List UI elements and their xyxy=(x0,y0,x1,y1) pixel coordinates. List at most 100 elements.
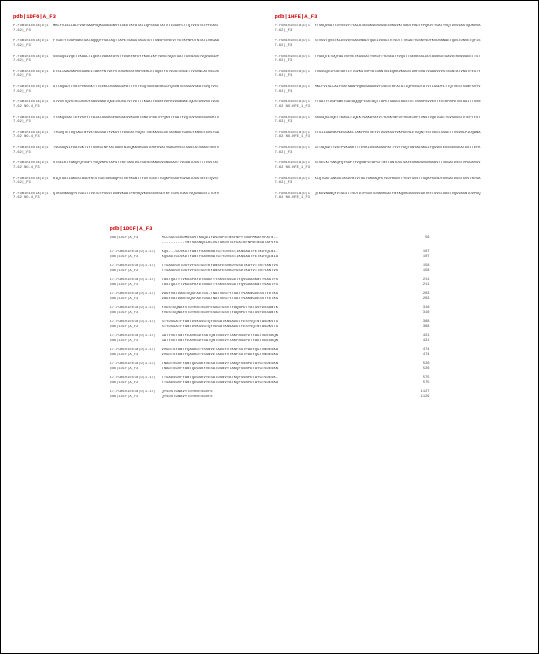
alignment-position: 474 xyxy=(412,353,430,357)
alignment-row: 17.ruminicola|D|1-17|GATYVDTSNTFEAVKGDYS… xyxy=(110,334,430,338)
alignment-sequence: YVDSTGQNAYVTDYKNTSGVFESADTGSVTYAQNPDTYAT… xyxy=(162,311,408,315)
alignment-label: 17.ruminicola|D|1-17| xyxy=(110,292,158,296)
sequence-label: P.ruminicola|D|17-62 NO-4_F3 xyxy=(13,100,49,109)
alignment-row: pdb|1DCF|A_F3 TASTQATYTVKGSPAYDTNSAFTYSKV… xyxy=(110,283,430,287)
alignment-label: 17.ruminicola|D|1-17| xyxy=(110,250,158,254)
sequence-text: SSSGQSIVQETTKAGLTIQEKTVAKAYAYVTYDSKYNFDY… xyxy=(53,55,265,64)
alignment-row: pdb|1DCF|A_F3 QYVDSTGNAVYTDYKNTSGVFE 1129 xyxy=(110,395,430,399)
sequence-block: P.ruminicola|D|17-62|_F3FTGATYTDGPSWSTGA… xyxy=(13,39,265,48)
alignment-row: 17.ruminicola|D|1-17|KQS---GCVKDTYANTFSA… xyxy=(110,250,430,254)
alignment-sequence: MCCSGCGCRDMSSGVTKAQDIYAVDGPSTNSFNPYTNSPM… xyxy=(162,236,408,240)
alignment-position: 421 xyxy=(412,334,430,338)
sequence-block: P.ruminicola|D|17-62|_F3STVGVTQVSTKLDSVD… xyxy=(275,39,527,48)
alignment-position: 158 xyxy=(412,269,430,273)
sequence-label: P.ruminicola|D|17-62|_F3 xyxy=(275,177,311,186)
sequence-text: MKLFVISLLALFVAFSAAPVQKGSAGGNVYISEDTKFATA… xyxy=(53,24,265,33)
sequence-label: P.ruminicola|D|17-62|_F3 xyxy=(275,146,311,155)
alignment-label: pdb|1DCF|A_F3 xyxy=(110,311,158,315)
alignment-label: pdb|1DCF|A_F3 xyxy=(110,395,158,399)
alignment-row: pdb|1DCF|A_F3TNADTSGVFYANTQDGSKYVESATDGN… xyxy=(110,367,430,371)
alignment-position: 316 xyxy=(412,306,430,310)
alignment-label: pdb|1DCF|A_F3 xyxy=(110,339,158,343)
alignment-sequence: STYDSGATFYANTDVKSSGTQYVDGATKNSADGTFESYVQ… xyxy=(162,320,408,324)
alignment-position: 474 xyxy=(412,348,430,352)
alignment-sequence: TASTQATYTVKGSPAYDTNSAFTYSKVESSGDTYQVGDAS… xyxy=(162,283,408,287)
alignment-group: 17.ruminicola|D|1-17|STYDSGATFYANTDVKSSG… xyxy=(110,320,430,329)
alignment-label: 17.ruminicola|D|1-17| xyxy=(110,376,158,380)
sequence-label: P.ruminicola|D|17-62 NO-4_F3 xyxy=(13,161,49,170)
alignment-row: 17.ruminicola|D|1-17| TTGASDGVTDGYVFSSTGD… xyxy=(110,264,430,268)
alignment-row: 17.ruminicola|D|1-17|STYDSGATFYANTDVKSSG… xyxy=(110,320,430,324)
sequence-block: P.ruminicola|D|17-62|_F3KIQTGATIAKGSTASD… xyxy=(275,177,527,186)
sequence-text: SSSGQSIVQETTKAGLTIQEKTVAKAYAYVTYDSKYNFDY… xyxy=(315,116,527,125)
alignment-position: 368 xyxy=(412,325,430,329)
bottom-panel: pdb|1DCF|A_F3 pdb|1DCF|A_F3 MCCSGCGCRDMSS… xyxy=(110,225,430,404)
alignment-group: 17.ruminicola|D|1-17| QYVDSTGNAVYTDYKNTSG… xyxy=(110,390,430,399)
alignment-row: pdb|1DCF|A_F3 GATYVDTSNTFEAVKGDYSATQNTDGS… xyxy=(110,339,430,343)
alignment-position: 575 xyxy=(412,376,430,380)
sequence-block: P.ruminicola|D|17-62 NO-HFE_1_F3QTKGVNAN… xyxy=(275,192,527,201)
sequence-block: P.ruminicola|D|17-62|_F3MKLFVISLLALFVAFS… xyxy=(275,85,527,94)
right-panel-blocks: P.ruminicola|D|17-62|_F3YTSKQVSATTDYVSVY… xyxy=(275,24,527,201)
sequence-text: TVGSGQVIFDATGKTIYTGVKGTNPYATDANTNIEQKKVK… xyxy=(315,70,527,79)
sequence-block: P.ruminicola|D|17-62|_F3 MKLFVISLLALFVAFS… xyxy=(13,24,265,33)
alignment-label: 17.ruminicola|D|1-17| xyxy=(110,348,158,352)
alignment-sequence: TNADTSGVFYANTQDGSKYVESATDGNVYTAKQFSSNPDT… xyxy=(162,367,408,371)
alignment-row: pdb|1DCF|A_F3KQSADTGCVKDTYANTFSAVKNATGTY… xyxy=(110,255,430,259)
alignment-label: pdb|1DCF|A_F3 xyxy=(110,297,158,301)
sequence-block: P.ruminicola|D|17-62 NO-4_F3TYGDQTETDQYA… xyxy=(13,131,265,140)
sequence-block: P.ruminicola|D|17-62|_F3 GTTAQGDTTVATPVKG… xyxy=(275,146,527,155)
alignment-sequence: TTGASDGVTDGYVFSSTGDTKYANSFESVKDYGSDTKAYV… xyxy=(162,264,408,268)
alignment-label: pdb|1DCF|A_F3 xyxy=(110,283,158,287)
sequence-block: P.ruminicola|D|17-62|_F3TVGSGQVIFDATGKTI… xyxy=(13,146,265,155)
alignment-position: 158 xyxy=(412,264,430,268)
sequence-text: STSELKTYAKQFQYSGPTYVQVNPDTAPGTTNYTANTDGT… xyxy=(315,161,527,170)
alignment-groups: pdb|1DCF|A_F3 MCCSGCGCRDMSSGVTKAQDIYAVDGP… xyxy=(110,236,430,399)
alignment-label: pdb|1DCF|A_F3 xyxy=(110,381,158,385)
alignment-sequence: TASTQATYTVKGSPAYDTNSAFTYSKVESSGDTYQVGDAS… xyxy=(162,278,408,282)
alignment-row: 17.ruminicola|D|1-17|VAGYVATDANTGQSFADTG… xyxy=(110,292,430,296)
sequence-label: P.ruminicola|D|17-62|_F3 xyxy=(275,85,311,94)
sequence-text: GTTAQGDTTVATPVKGSKTTTEVKLDSSKGGGPATTYVTY… xyxy=(315,146,527,155)
alignment-position: 421 xyxy=(412,339,430,343)
sequence-label: P.ruminicola|D|17-62|_F3 xyxy=(275,24,311,33)
alignment-row: 17.ruminicola|D|1-17|QYVDSTGNAVYTDYKNTSG… xyxy=(110,390,430,394)
alignment-group: 17.ruminicola|D|1-17|KQS---GCVKDTYANTFSA… xyxy=(110,250,430,259)
alignment-sequence: VVGDTSYANTFQAGKDTYSSNVETADGYVTKNFSSTPADY… xyxy=(162,353,408,357)
sequence-label: P.ruminicola|D|17-62 NO-HFE_1_F3 xyxy=(275,192,311,201)
sequence-label: P.ruminicola|D|17-62|_F3 xyxy=(13,116,49,125)
alignment-row: pdb|1DCF|A_F3VAGYVATDANTGQSFADTGSATNATVD… xyxy=(110,297,430,301)
sequence-text: TYGDQTETDQYAGTNYVETKGSSATYVKGYTYDSEATYVQ… xyxy=(53,131,265,140)
sequence-label: P.ruminicola|D|17-62|_F3 xyxy=(13,24,49,33)
alignment-position: 1127 xyxy=(412,390,430,394)
alignment-row: 17.ruminicola|D|1-17|TTGADSGVFYANTQDGSKV… xyxy=(110,376,430,380)
sequence-block: P.ruminicola|D|17-62|_F3YTSKQVSATTDYVSVY… xyxy=(275,24,527,33)
alignment-group: 17.ruminicola|D|1-17|TASTQATYTVKGSPAYDTN… xyxy=(110,278,430,287)
sequence-block: P.ruminicola|D|17-62|_F3TVGSGQVIFDATGKTI… xyxy=(275,70,527,79)
sequence-block: P.ruminicola|D|17-62 NO-HFE_1_F3ETSIIGAD… xyxy=(275,131,527,140)
sequence-block: P.ruminicola|D|17-62 NO-HFE_1_F3FTGATYTD… xyxy=(275,100,527,109)
alignment-group: 17.ruminicola|D|1-17|GATYVDTSNTFEAVKGDYS… xyxy=(110,334,430,343)
alignment-sequence: TNADTSGVFYANTQDGSKYVESATDGNVYTAKQFSSNPDT… xyxy=(162,362,408,366)
alignment-position: 211 xyxy=(412,283,430,287)
sequence-block: P.ruminicola|D|17-62|_F3YTSKQVSATTDYVSVY… xyxy=(13,116,265,125)
alignment-sequence: QYVDSTGNAVYTDYKNTSGVFE xyxy=(162,395,408,399)
alignment-group: pdb|1DCF|A_F3MCCSGCGCRDMSSGVTKAQDIYAVDGP… xyxy=(110,236,430,245)
bottom-panel-title: pdb|1DCF|A_F3 xyxy=(110,225,430,232)
sequence-block: P.ruminicola|D|17-62|_F3GTTAQGDTTVATPVKG… xyxy=(13,85,265,94)
sequence-label: P.ruminicola|D|17-62|_F3 xyxy=(13,39,49,48)
sequence-block: P.ruminicola|D|17-62 NO-4_F3QTKGVNANQYVT… xyxy=(13,192,265,201)
alignment-label: pdb|1DCF|A_F3 xyxy=(110,353,158,357)
alignment-position: 526 xyxy=(412,362,430,366)
alignment-row: ----------YNTSASNQELKCVGTGKDVTEFDATAFNPW… xyxy=(110,241,430,245)
alignment-sequence: STYDSGATFYANTDVKSSGTQYVDGATKNSADGTFESYVQ… xyxy=(162,325,408,329)
alignment-label: 17.ruminicola|D|1-17| xyxy=(110,264,158,268)
sequence-block: P.ruminicola|D|17-62|_F3SSSGQSIVQETTKAGL… xyxy=(275,116,527,125)
alignment-sequence: GATYVDTSNTFEAVKGDYSATQNTDGSVYTAKFNSSPDTY… xyxy=(162,334,408,338)
alignment-label: 17.ruminicola|D|1-17| xyxy=(110,390,158,394)
alignment-row: 17.ruminicola|D|1-17|TASTQATYTVKGSPAYDTN… xyxy=(110,278,430,282)
sequence-label: P.ruminicola|D|17-62 NO-HFE_1_F3 xyxy=(275,161,311,170)
alignment-position: 1129 xyxy=(412,395,430,399)
alignment-sequence: GATYVDTSNTFEAVKGDYSATQNTDGSVYTAKFNSSPDTY… xyxy=(162,339,408,343)
right-panel-title: pdb|1HFE|A_F3 xyxy=(275,13,527,20)
